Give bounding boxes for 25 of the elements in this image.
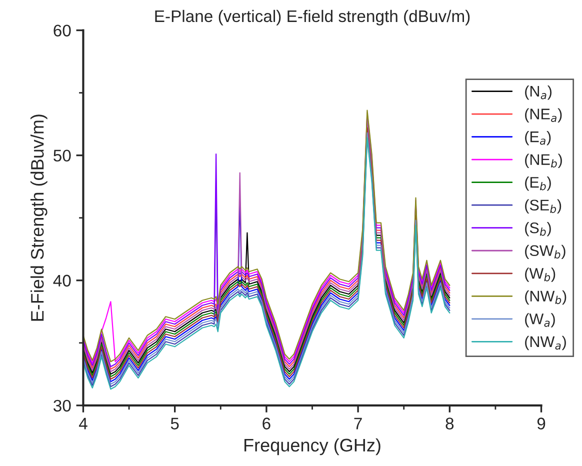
y-tick-label: 50 bbox=[54, 150, 71, 162]
legend-label: (NW$_{b}$) bbox=[525, 290, 566, 305]
legend-label: (SW$_{b}$) bbox=[525, 244, 566, 260]
legend-label: (E$_{b}$) bbox=[525, 176, 551, 191]
y-tick-label: 30 bbox=[54, 400, 71, 412]
y-tick-label: 40 bbox=[53, 274, 71, 287]
legend-label: (NW$_{a}$) bbox=[525, 336, 566, 350]
legend-label: (NE$_{b}$) bbox=[525, 154, 562, 168]
legend-label: (S$_{b}$) bbox=[525, 222, 551, 236]
legend-label: (NE$_{a}$) bbox=[525, 108, 562, 122]
legend-label: (W$_{a}$) bbox=[525, 313, 555, 328]
x-tick-label: 7 bbox=[354, 418, 362, 430]
legend-label: (SE$_{b}$) bbox=[525, 199, 562, 214]
x-tick-label: 9 bbox=[537, 418, 546, 430]
x-axis-title: Frequency (GHz) bbox=[244, 438, 380, 456]
x-tick-label: 4 bbox=[78, 418, 88, 430]
y-tick-label: 60 bbox=[54, 24, 71, 36]
x-tick-label: 5 bbox=[170, 418, 179, 430]
legend-label: (W$_{b}$) bbox=[525, 268, 556, 282]
x-tick-label: 8 bbox=[446, 418, 454, 430]
legend-label: (N$_{a}$) bbox=[525, 85, 552, 100]
chart-title: E-Plane (vertical) E-field strength (dBuv/m) bbox=[155, 10, 470, 26]
legend-label: (E$_{a}$) bbox=[525, 131, 551, 146]
y-axis-title: E-Field Strength (dBuv/m) bbox=[30, 114, 48, 321]
x-tick-label: 6 bbox=[262, 418, 270, 430]
